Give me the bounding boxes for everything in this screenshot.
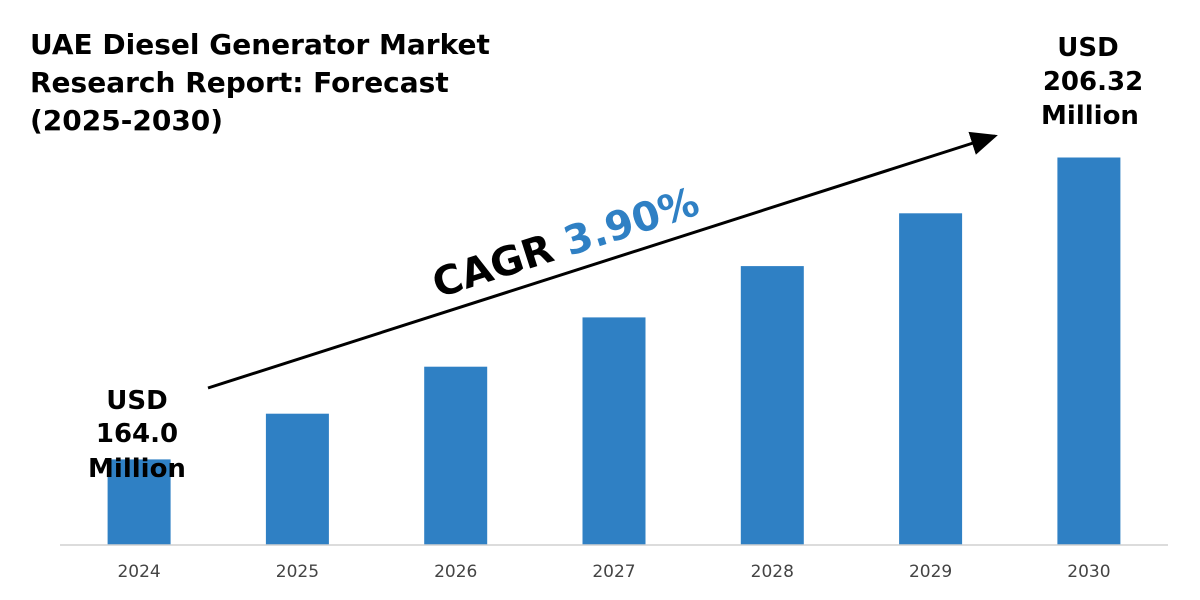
start-value-label-line-3: Million xyxy=(88,454,186,484)
bar-2026 xyxy=(424,366,488,545)
bar-2028 xyxy=(740,266,804,545)
start-value-label-line-2: 164.0 xyxy=(96,419,178,449)
x-tick-label-2030: 2030 xyxy=(1067,562,1110,582)
start-value-label-line-1: USD xyxy=(106,386,167,416)
bar-2027 xyxy=(582,317,646,545)
chart-title-line-3: (2025-2030) xyxy=(30,104,223,137)
x-tick-label-2025: 2025 xyxy=(276,562,319,582)
x-tick-label-2029: 2029 xyxy=(909,562,952,582)
tick-label-group: 2024 2025 2026 2027 2028 2029 2030 xyxy=(117,562,1110,582)
bar-2029 xyxy=(899,213,963,546)
bar-group xyxy=(107,157,1121,546)
x-tick-label-2024: 2024 xyxy=(117,562,160,582)
bar-2025 xyxy=(265,413,329,545)
bar-2030 xyxy=(1057,157,1121,545)
end-value-label-line-2: 206.32 xyxy=(1043,67,1143,97)
trend-arrow xyxy=(207,131,998,390)
end-value-label-line-3: Million xyxy=(1041,101,1139,131)
x-tick-label-2027: 2027 xyxy=(592,562,635,582)
chart-title-line-1: UAE Diesel Generator Market xyxy=(30,28,490,61)
end-value-label-line-1: USD xyxy=(1057,33,1118,63)
x-tick-label-2026: 2026 xyxy=(434,562,477,582)
x-tick-label-2028: 2028 xyxy=(751,562,794,582)
bar-2024 xyxy=(107,459,171,545)
chart-title-line-2: Research Report: Forecast xyxy=(30,66,449,99)
